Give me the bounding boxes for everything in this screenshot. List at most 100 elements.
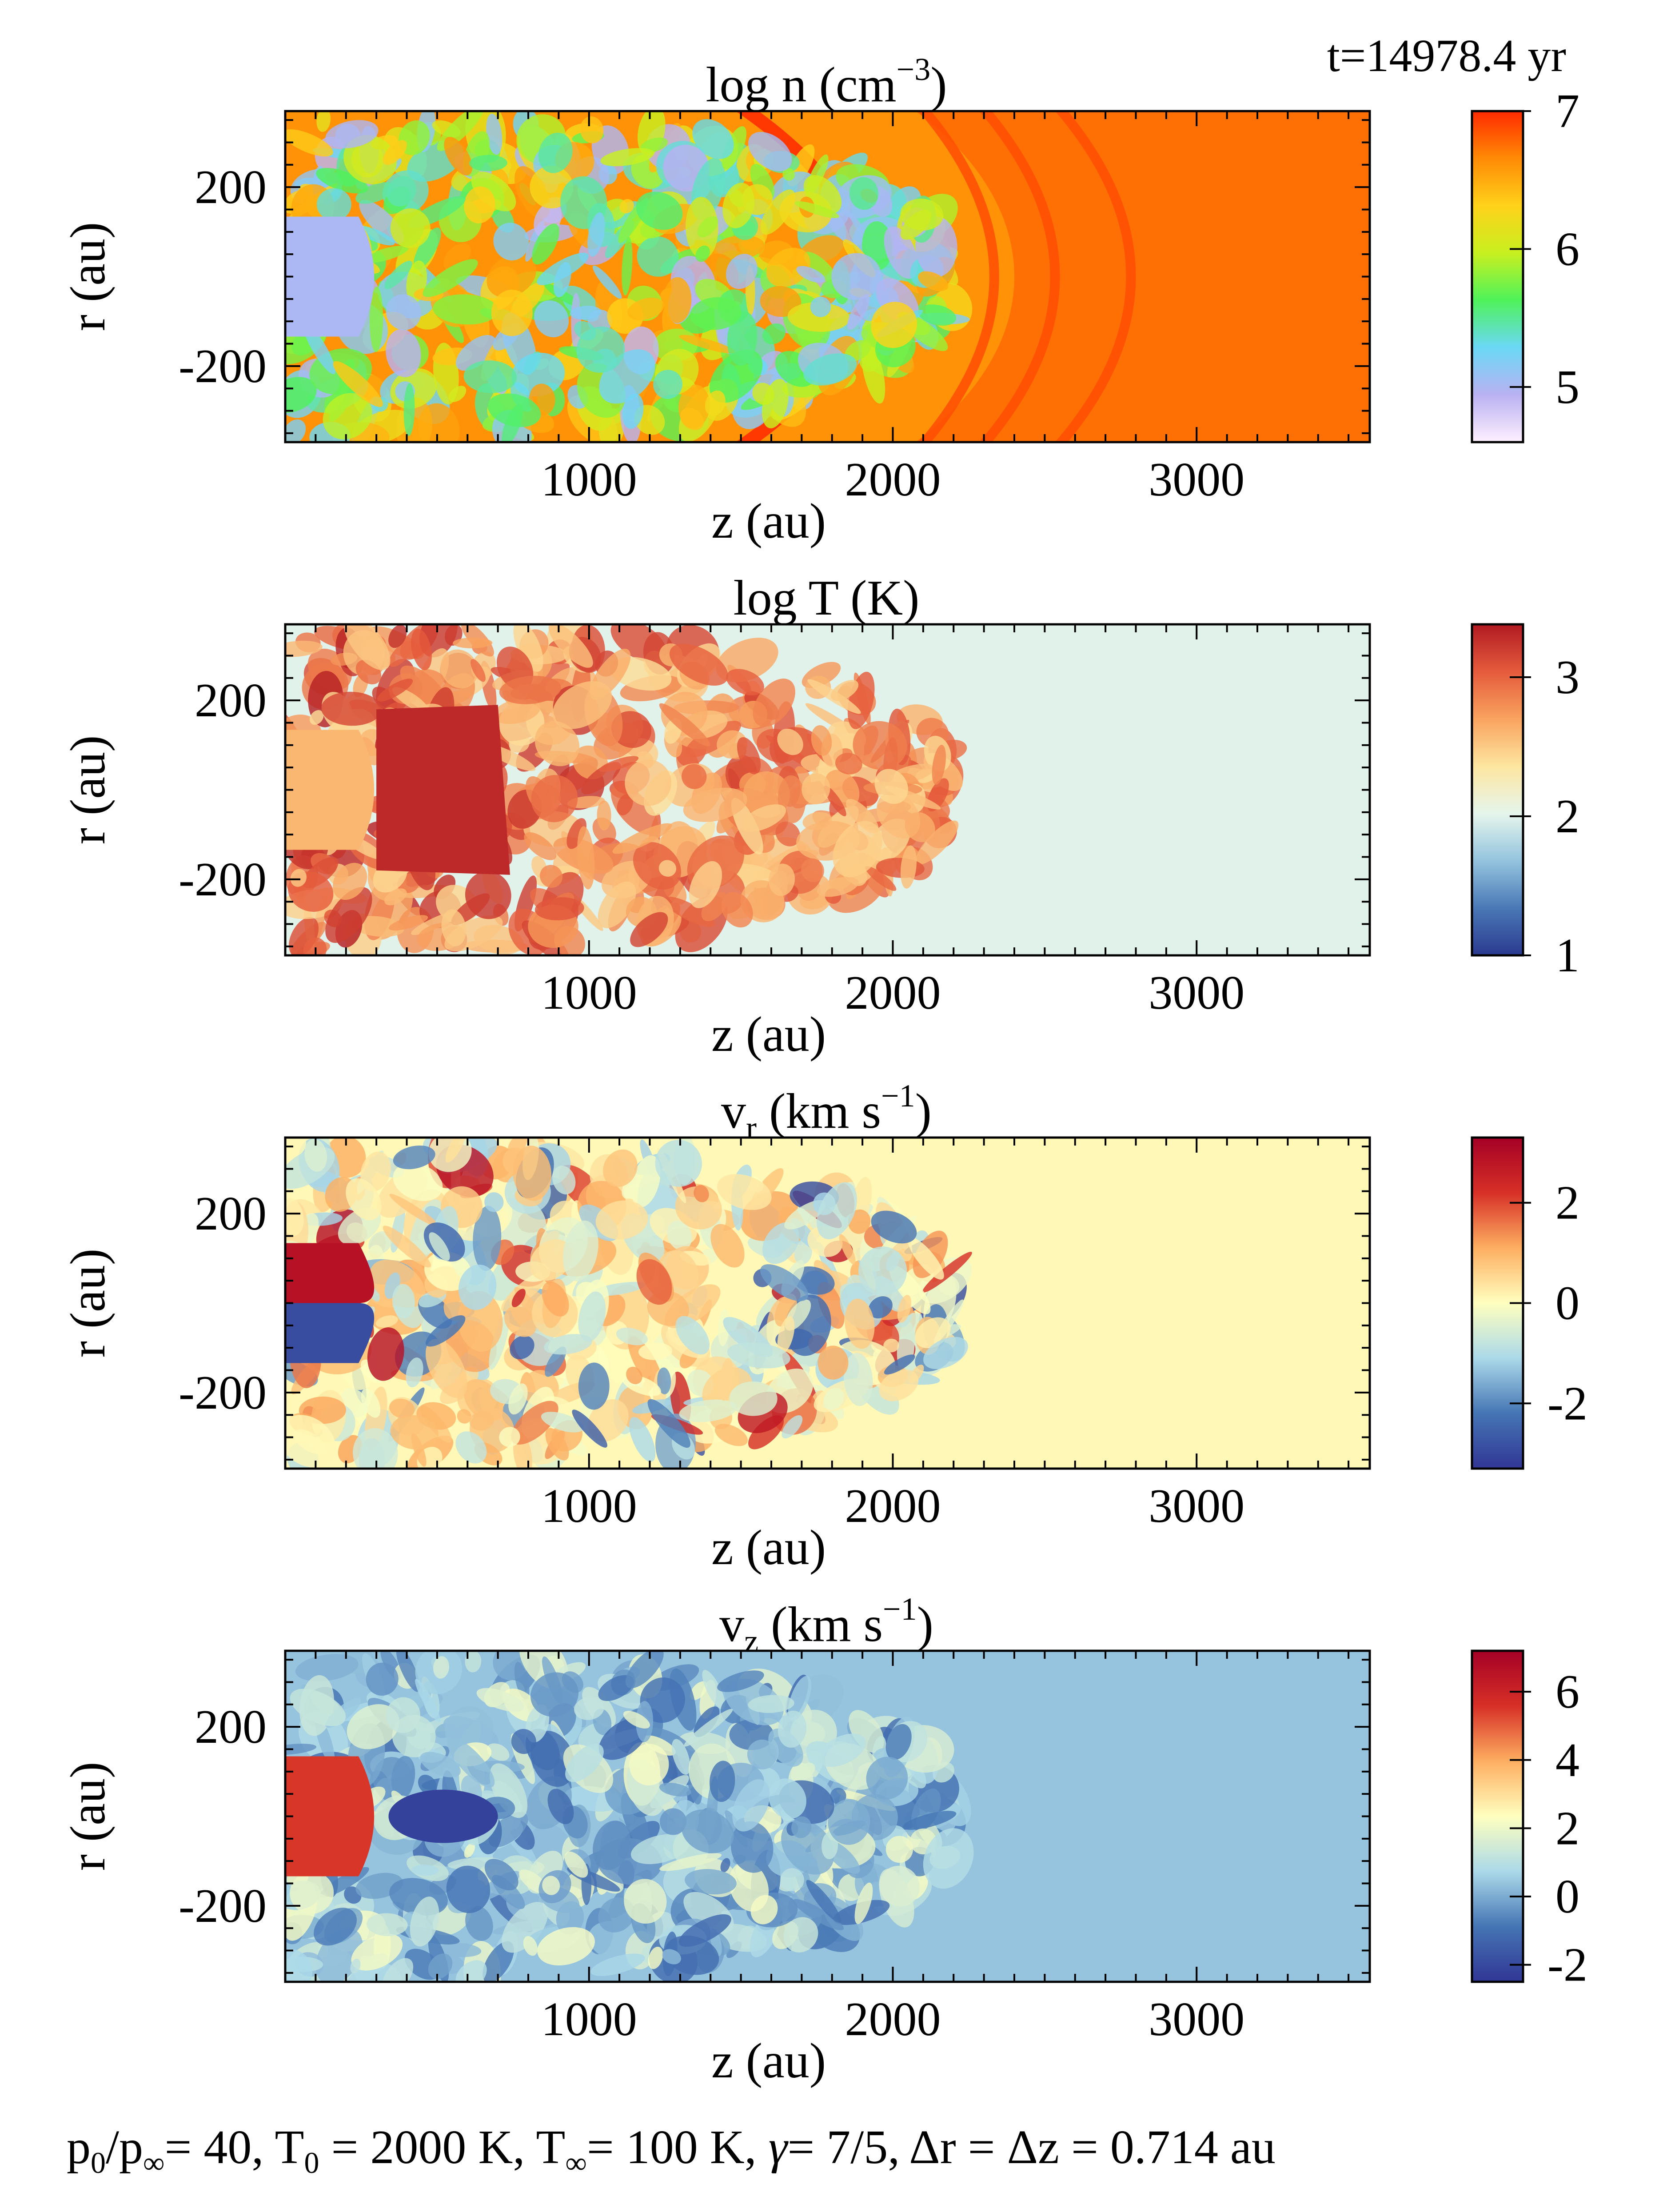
turbulent-clump [662, 1949, 681, 1964]
turbulent-clump [629, 1417, 656, 1462]
turbulent-clump [353, 1428, 398, 1469]
turbulent-clump [783, 1917, 818, 1952]
x-axis-label: z (au) [711, 1520, 826, 1575]
turbulent-clump [657, 1367, 671, 1394]
turbulent-clump [748, 1695, 794, 1713]
caption-eq2000: = 2000 K, T [319, 2121, 565, 2174]
heatmap-field [285, 111, 1370, 442]
y-axis-label: r (au) [60, 222, 116, 331]
turbulent-clump [531, 775, 578, 823]
turbulent-clump [552, 1166, 576, 1194]
turbulent-clump [387, 176, 416, 207]
turbulent-clump [845, 340, 871, 361]
turbulent-clump [833, 821, 882, 878]
turbulent-clump [871, 302, 917, 348]
turbulent-clump [316, 111, 331, 132]
turbulent-clump [285, 1415, 336, 1468]
turbulent-clump [681, 1809, 734, 1853]
turbulent-clump [722, 183, 755, 228]
title-sup: −1 [881, 1078, 915, 1114]
turbulent-clump [530, 1239, 573, 1281]
title-main: v [721, 1084, 746, 1139]
turbulent-clump [866, 1757, 908, 1800]
turbulent-clump [316, 168, 368, 194]
title-end: ) [930, 57, 947, 112]
turbulent-clump [626, 1366, 642, 1385]
turbulent-clump [777, 1316, 795, 1354]
turbulent-clump [428, 1953, 453, 1979]
turbulent-clump [487, 254, 536, 298]
turbulent-clump [747, 1739, 778, 1769]
turbulent-clump [471, 171, 516, 212]
y-axis-label: r (au) [60, 1249, 116, 1358]
turbulent-clump [487, 393, 541, 427]
turbulent-clump [900, 845, 917, 889]
turbulent-clump [593, 1821, 631, 1870]
turbulent-clump [659, 1808, 687, 1835]
turbulent-clump [655, 1140, 702, 1187]
turbulent-clump [390, 1415, 439, 1450]
turbulent-clump [523, 1936, 538, 1956]
panel-1: 1000 2000 3000 200 -200 z (au) r (au) log n (cm… [60, 52, 1579, 549]
turbulent-clump [659, 703, 710, 747]
turbulent-clump [453, 637, 493, 649]
turbulent-clump [410, 1897, 439, 1947]
turbulent-clump [499, 1427, 520, 1447]
turbulent-clump [565, 1744, 604, 1782]
colorbar-tick-label: 4 [1555, 1734, 1579, 1787]
turbulent-clump [445, 1138, 467, 1163]
turbulent-clump [446, 1865, 491, 1913]
turbulent-clump [883, 1338, 899, 1353]
y-tick-label: -200 [179, 1366, 267, 1419]
turbulent-clump [392, 687, 429, 713]
caption-eq40: = 40, T [165, 2121, 304, 2174]
turbulent-clump [511, 1729, 536, 1754]
turbulent-clump [714, 1424, 748, 1446]
turbulent-clump [504, 1306, 537, 1337]
turbulent-clump [554, 262, 571, 298]
turbulent-clump [685, 1869, 737, 1895]
turbulent-clump [804, 252, 837, 283]
turbulent-clump [285, 377, 317, 413]
turbulent-clump [476, 1688, 525, 1712]
turbulent-clump [643, 1735, 676, 1756]
turbulent-clump [768, 1778, 806, 1819]
title-end: ) [917, 1597, 933, 1652]
turbulent-clump [325, 120, 379, 148]
turbulent-clump [383, 1226, 431, 1268]
shock-arc [1055, 111, 1136, 442]
turbulent-clump [465, 1905, 493, 1941]
turbulent-clump [717, 1670, 764, 1692]
turbulent-clump [363, 245, 409, 263]
turbulent-clump [675, 1316, 710, 1355]
turbulent-clump [720, 1858, 730, 1873]
turbulent-clump [679, 1399, 737, 1422]
colorbar-tick-label: 5 [1555, 361, 1579, 414]
turbulent-clump [534, 721, 580, 767]
heatmap-field [285, 624, 1370, 955]
turbulent-clump [659, 1782, 691, 1797]
turbulent-clump [426, 1315, 466, 1347]
turbulent-clump [624, 1879, 667, 1924]
turbulent-clump [530, 1672, 579, 1717]
turbulent-clump [383, 140, 407, 165]
turbulent-clump [587, 212, 605, 257]
turbulent-clump [366, 1913, 408, 1936]
turbulent-clump [542, 1281, 569, 1317]
turbulent-clump [722, 126, 746, 170]
turbulent-clump [356, 226, 395, 246]
turbulent-clump [369, 287, 383, 352]
turbulent-clump [622, 393, 644, 429]
turbulent-clump [433, 294, 498, 325]
turbulent-clump [499, 675, 561, 704]
turbulent-clump [403, 383, 415, 436]
turbulent-clump [625, 1651, 664, 1689]
turbulent-clump [574, 1697, 604, 1720]
turbulent-clump [801, 858, 824, 882]
turbulent-clump [483, 1941, 514, 1982]
turbulent-clump [923, 1337, 968, 1370]
turbulent-clump [717, 1174, 772, 1210]
turbulent-clump [760, 1264, 809, 1302]
turbulent-clump [760, 286, 802, 317]
turbulent-clump [603, 1149, 638, 1187]
